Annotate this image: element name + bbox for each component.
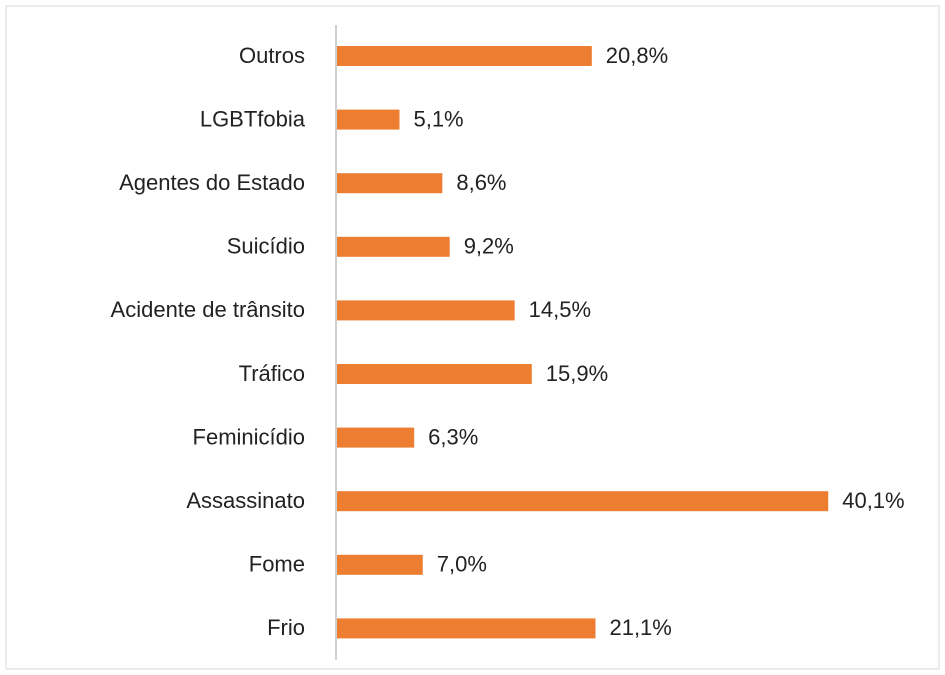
category-label: Agentes do Estado: [119, 170, 305, 195]
bar: [337, 618, 596, 639]
data-label: 5,1%: [413, 106, 463, 131]
bar: [337, 491, 829, 512]
data-label: 40,1%: [842, 488, 904, 513]
data-label: 9,2%: [464, 234, 514, 259]
category-label: Outros: [239, 43, 305, 68]
bar: [337, 173, 443, 194]
bar: [337, 109, 400, 130]
bar: [337, 427, 415, 448]
data-label: 8,6%: [456, 170, 506, 195]
bar: [337, 46, 592, 66]
category-label: Feminicídio: [193, 424, 305, 449]
chart-border: [5, 5, 940, 670]
category-label: Acidente de trânsito: [111, 297, 305, 322]
data-label: 21,1%: [609, 615, 671, 640]
bar: [337, 554, 423, 575]
data-label: 15,9%: [546, 361, 608, 386]
data-label: 6,3%: [428, 424, 478, 449]
category-label: Frio: [267, 615, 305, 640]
category-label: Assassinato: [186, 488, 305, 513]
bar: [337, 300, 515, 321]
bar: [337, 364, 532, 384]
data-label: 20,8%: [606, 43, 668, 68]
data-label: 14,5%: [529, 297, 591, 322]
category-label: Suicídio: [227, 234, 305, 259]
bar: [337, 236, 450, 257]
category-label: Fome: [249, 552, 305, 577]
category-label: Tráfico: [239, 361, 305, 386]
category-label: LGBTfobia: [200, 106, 306, 131]
data-label: 7,0%: [437, 552, 487, 577]
